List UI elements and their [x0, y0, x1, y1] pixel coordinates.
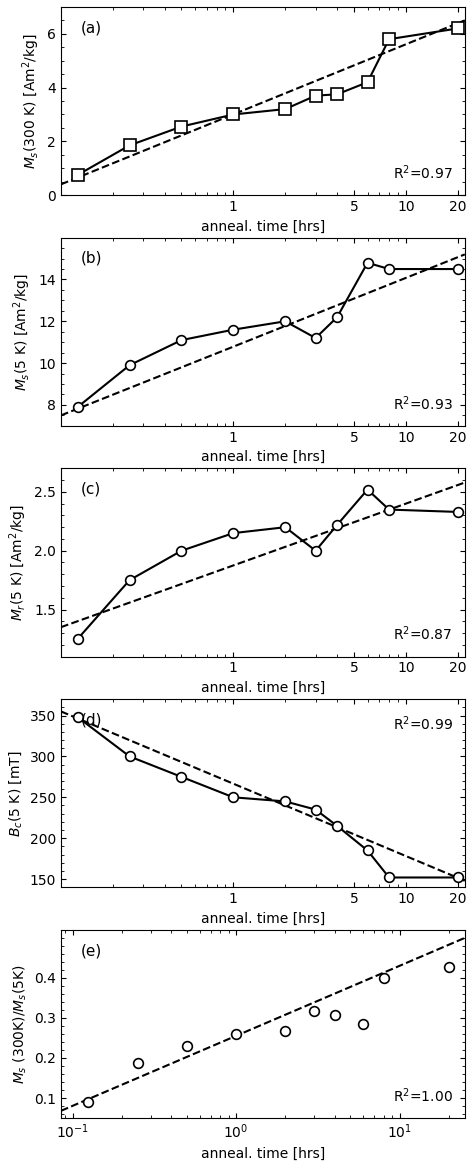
Text: R$^2$=0.99: R$^2$=0.99 [393, 714, 453, 732]
Text: (c): (c) [81, 481, 101, 496]
Y-axis label: $M_s$(300 K) [Am$^2$/kg]: $M_s$(300 K) [Am$^2$/kg] [20, 33, 42, 169]
X-axis label: anneal. time [hrs]: anneal. time [hrs] [201, 912, 325, 926]
Y-axis label: $M_r$(5 K) [Am$^2$/kg]: $M_r$(5 K) [Am$^2$/kg] [7, 505, 28, 621]
Y-axis label: $M_s$(5 K) [Am$^2$/kg]: $M_s$(5 K) [Am$^2$/kg] [11, 273, 33, 391]
Y-axis label: $M_s$ (300K)/$M_s$(5K): $M_s$ (300K)/$M_s$(5K) [11, 964, 28, 1084]
Text: (a): (a) [81, 20, 102, 35]
Text: (b): (b) [81, 251, 103, 266]
Text: R$^2$=0.93: R$^2$=0.93 [393, 394, 453, 412]
Text: R$^2$=1.00: R$^2$=1.00 [393, 1086, 453, 1105]
X-axis label: anneal. time [hrs]: anneal. time [hrs] [201, 1147, 325, 1161]
Text: R$^2$=0.97: R$^2$=0.97 [393, 164, 453, 182]
X-axis label: anneal. time [hrs]: anneal. time [hrs] [201, 450, 325, 464]
X-axis label: anneal. time [hrs]: anneal. time [hrs] [201, 681, 325, 695]
Text: (d): (d) [81, 712, 103, 728]
Text: R$^2$=0.87: R$^2$=0.87 [393, 625, 453, 644]
Text: (e): (e) [81, 943, 102, 958]
Y-axis label: $B_c$(5 K) [mT]: $B_c$(5 K) [mT] [8, 750, 24, 836]
X-axis label: anneal. time [hrs]: anneal. time [hrs] [201, 220, 325, 234]
